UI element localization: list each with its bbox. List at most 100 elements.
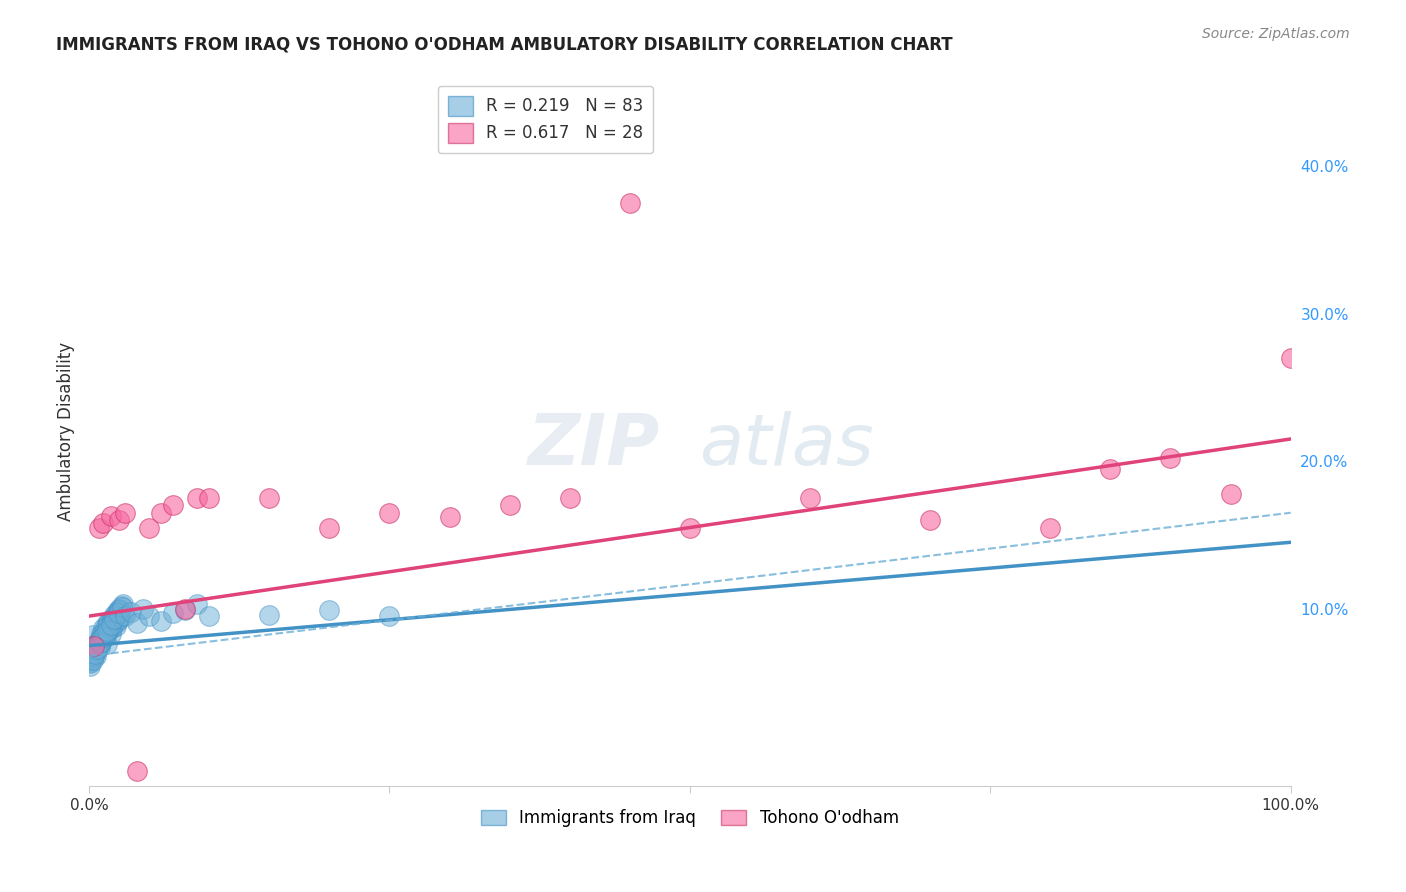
Point bbox=[97, 619, 120, 633]
Point bbox=[97, 616, 120, 631]
Point bbox=[100, 612, 122, 626]
Point bbox=[114, 506, 136, 520]
Point bbox=[132, 601, 155, 615]
Point bbox=[259, 491, 281, 505]
Point bbox=[87, 632, 110, 647]
Point bbox=[101, 612, 124, 626]
Point bbox=[93, 516, 115, 530]
Point bbox=[799, 491, 821, 505]
Point bbox=[93, 630, 115, 644]
Point bbox=[108, 513, 131, 527]
Point bbox=[86, 641, 108, 656]
Point bbox=[114, 609, 136, 624]
Text: ZIP: ZIP bbox=[527, 411, 659, 480]
Point bbox=[107, 606, 129, 620]
Point bbox=[1099, 461, 1122, 475]
Point bbox=[86, 641, 108, 656]
Point bbox=[378, 609, 401, 624]
Text: atlas: atlas bbox=[699, 411, 873, 480]
Point bbox=[96, 637, 118, 651]
Point bbox=[110, 603, 132, 617]
Point bbox=[127, 764, 149, 778]
Point bbox=[89, 632, 111, 647]
Point bbox=[120, 605, 142, 619]
Point bbox=[87, 634, 110, 648]
Point bbox=[110, 599, 132, 613]
Point bbox=[1039, 520, 1062, 534]
Point bbox=[101, 614, 124, 628]
Point bbox=[84, 639, 107, 653]
Point bbox=[101, 618, 124, 632]
Point bbox=[83, 648, 105, 663]
Point bbox=[90, 627, 112, 641]
Point bbox=[198, 609, 221, 624]
Point bbox=[111, 597, 134, 611]
Point bbox=[84, 644, 107, 658]
Point bbox=[83, 643, 105, 657]
Point bbox=[198, 491, 221, 505]
Point bbox=[318, 520, 340, 534]
Point bbox=[162, 606, 184, 620]
Point bbox=[619, 195, 641, 210]
Point bbox=[84, 648, 107, 663]
Point bbox=[108, 601, 131, 615]
Point bbox=[96, 616, 118, 631]
Point bbox=[84, 646, 107, 660]
Point bbox=[1279, 351, 1302, 365]
Point bbox=[83, 644, 105, 658]
Point bbox=[79, 657, 101, 671]
Point bbox=[138, 520, 160, 534]
Point bbox=[89, 635, 111, 649]
Point bbox=[111, 607, 134, 622]
Point bbox=[96, 624, 118, 638]
Point bbox=[93, 630, 115, 644]
Point bbox=[110, 610, 132, 624]
Text: Source: ZipAtlas.com: Source: ZipAtlas.com bbox=[1202, 27, 1350, 41]
Point bbox=[91, 627, 114, 641]
Point bbox=[103, 607, 125, 622]
Point bbox=[87, 637, 110, 651]
Point bbox=[104, 619, 127, 633]
Point bbox=[100, 618, 122, 632]
Point bbox=[93, 621, 115, 635]
Point bbox=[91, 632, 114, 647]
Point bbox=[83, 639, 105, 653]
Point bbox=[1159, 451, 1181, 466]
Point bbox=[104, 606, 127, 620]
Point bbox=[103, 612, 125, 626]
Point bbox=[186, 491, 208, 505]
Point bbox=[94, 628, 117, 642]
Point bbox=[105, 615, 128, 629]
Legend: Immigrants from Iraq, Tohono O'odham: Immigrants from Iraq, Tohono O'odham bbox=[474, 803, 905, 834]
Point bbox=[110, 600, 132, 615]
Point bbox=[84, 648, 107, 662]
Point bbox=[86, 639, 108, 653]
Point bbox=[82, 653, 104, 667]
Point bbox=[108, 612, 131, 626]
Point bbox=[558, 491, 581, 505]
Point bbox=[97, 624, 120, 638]
Point bbox=[93, 631, 115, 645]
Point bbox=[89, 640, 111, 654]
Point bbox=[920, 513, 942, 527]
Point bbox=[101, 621, 124, 635]
Text: IMMIGRANTS FROM IRAQ VS TOHONO O'ODHAM AMBULATORY DISABILITY CORRELATION CHART: IMMIGRANTS FROM IRAQ VS TOHONO O'ODHAM A… bbox=[56, 36, 953, 54]
Point bbox=[107, 603, 129, 617]
Point bbox=[80, 652, 103, 666]
Point bbox=[1219, 486, 1241, 500]
Point bbox=[174, 603, 197, 617]
Y-axis label: Ambulatory Disability: Ambulatory Disability bbox=[58, 342, 75, 521]
Point bbox=[90, 635, 112, 649]
Point bbox=[679, 520, 702, 534]
Point bbox=[98, 623, 121, 637]
Point bbox=[162, 499, 184, 513]
Point bbox=[80, 655, 103, 669]
Point bbox=[82, 650, 104, 665]
Point bbox=[174, 601, 197, 615]
Point bbox=[87, 520, 110, 534]
Point bbox=[378, 506, 401, 520]
Point bbox=[84, 643, 107, 657]
Point bbox=[104, 609, 127, 624]
Point bbox=[100, 627, 122, 641]
Point bbox=[318, 603, 340, 617]
